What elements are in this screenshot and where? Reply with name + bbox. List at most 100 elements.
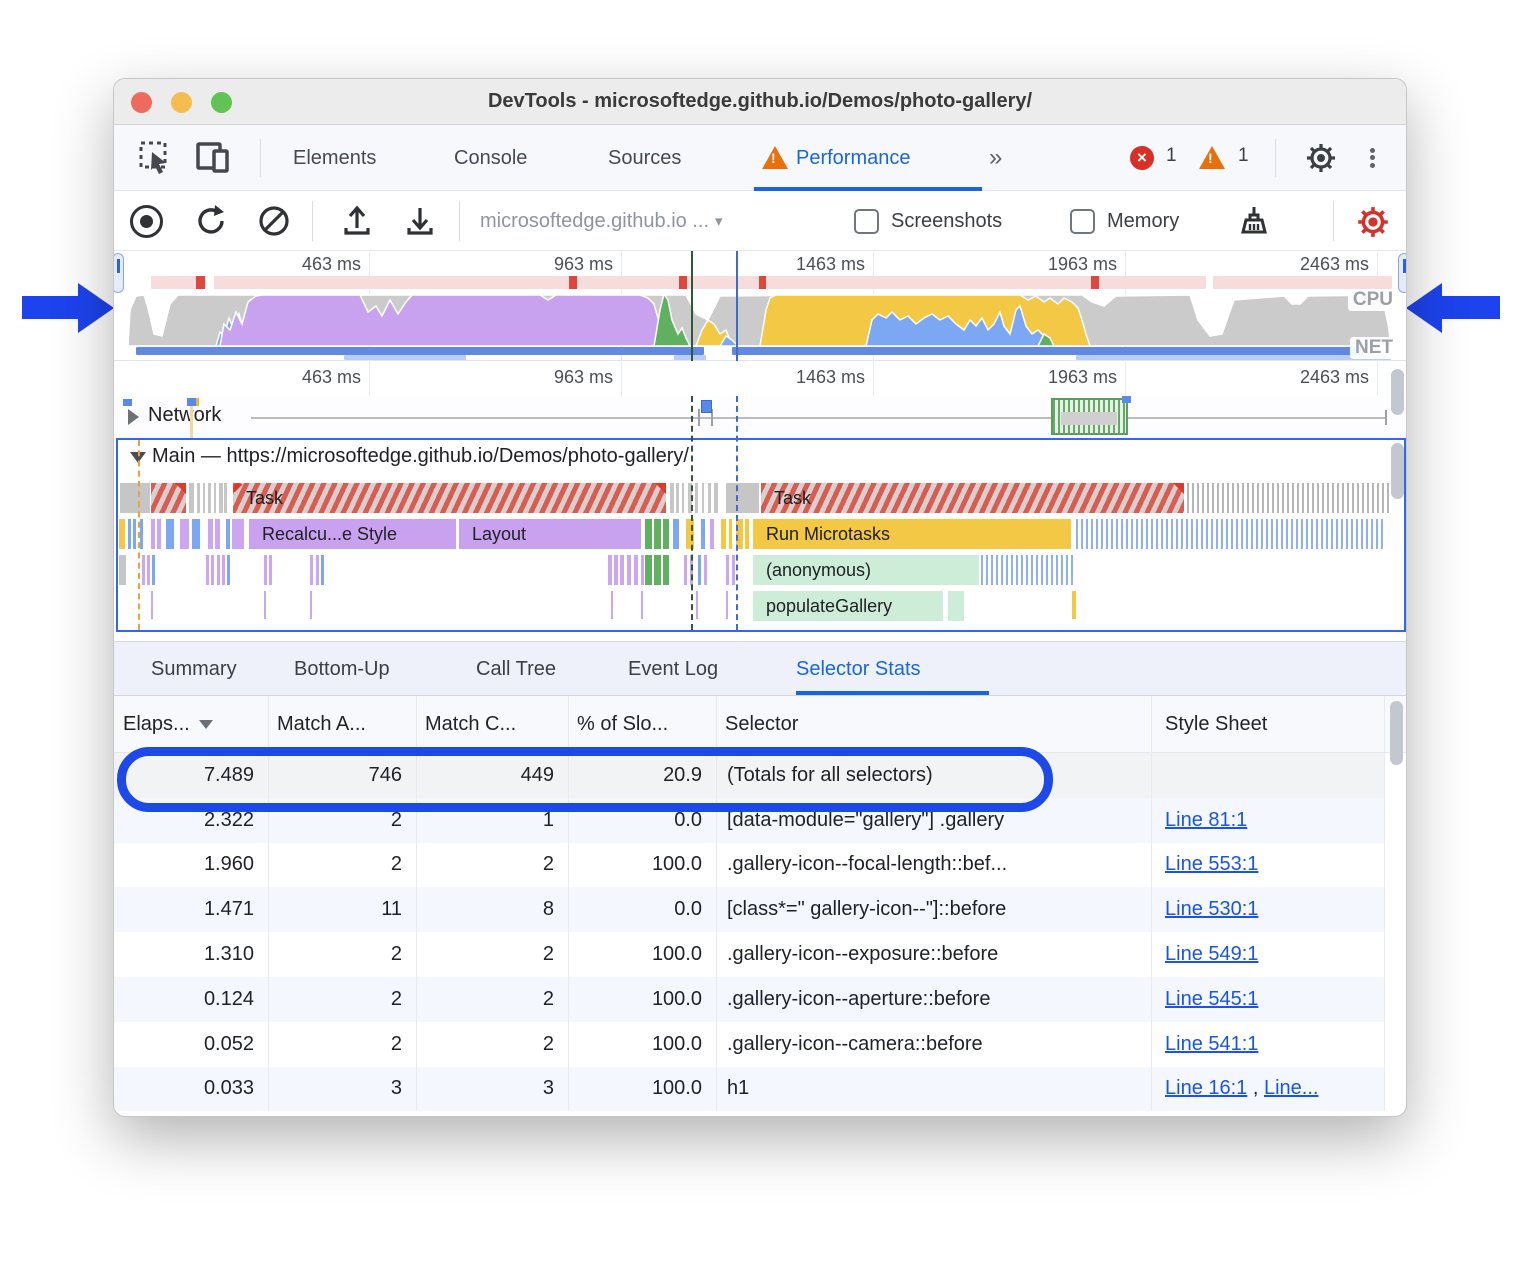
selector-cell: [data-module="gallery"] .gallery [727,808,1005,831]
maximize-button[interactable] [211,92,232,113]
col-slow-pct[interactable]: % of Slo... [577,712,669,735]
table-row[interactable]: 0.033 3 3 100.0 h1 Line 16:1 , Line... [114,1066,1384,1112]
long-task-red-segment [1091,276,1099,289]
flame-tick [670,483,674,513]
timeline-overview[interactable]: 463 ms 963 ms 1463 ms 1963 ms 2463 ms [114,251,1406,361]
overview-left-handle[interactable] [114,253,124,293]
tab-performance[interactable]: Performance [796,146,911,169]
style-sheet-link[interactable]: Line... [1263,1077,1319,1100]
col-elapsed[interactable]: Elaps... [114,713,268,736]
flame-tick [721,519,726,549]
record-button[interactable] [130,191,163,251]
warning-icon[interactable] [1199,146,1225,169]
flame-tick [688,483,692,513]
toolbar-divider-2 [459,201,460,241]
table-row[interactable]: 1.471 11 8 0.0 [class*=" gallery-icon--"]::b… [114,887,1384,933]
flame-tick [745,519,749,549]
overview-marker-green [691,251,693,361]
tab-console[interactable]: Console [454,146,528,169]
selector-stats-header: Elaps... Match A... Match C... % of Slo.… [114,696,1406,753]
table-row[interactable]: 0.124 2 2 100.0 .gallery-icon--aperture::bef… [114,977,1384,1022]
main-track-content: Main — https://microsoftedge.github.io/D… [118,440,1404,630]
selector-cell: .gallery-icon--focal-length::bef... [727,853,1008,876]
flame-tick [142,555,145,585]
cpu-activity-chart [120,290,1400,347]
device-toolbar-icon[interactable] [196,142,232,174]
screenshots-checkbox[interactable]: Screenshots [854,191,1002,251]
settings-gear-icon[interactable] [1304,141,1338,175]
flame-task-small[interactable] [151,483,186,513]
col-selector[interactable]: Selector [725,712,799,735]
style-sheet-link[interactable]: Line 545:1 [1165,987,1259,1010]
net-activity-bar [136,347,704,355]
network-request-block[interactable] [1051,398,1128,435]
close-button[interactable] [131,92,152,113]
tab-call-tree[interactable]: Call Tree [476,658,557,680]
col-style-sheet[interactable]: Style Sheet [1165,712,1268,735]
col-match-attempts[interactable]: Match A... [277,712,366,735]
toolbar-divider-3 [1333,201,1334,241]
flame-task[interactable]: Task [761,483,1184,513]
capture-settings-gear-icon[interactable] [1355,204,1391,240]
more-tabs-chevron[interactable]: » [989,144,1002,171]
tracks-scrollbar-thumb[interactable] [1391,369,1404,415]
menu-dots-icon[interactable] [1370,145,1375,170]
flame-tick [152,555,155,585]
table-row[interactable]: 7.489 746 449 20.9 (Totals for all selectors… [114,753,1384,798]
flame-task[interactable]: Task [233,483,666,513]
style-sheet-link[interactable]: Line 530:1 [1165,898,1259,921]
overview-right-handle[interactable] [1398,253,1406,293]
flame-recalculate-style[interactable]: Recalcu...e Style [248,519,456,549]
flame-layout[interactable]: Layout [458,519,641,549]
flame-populate-gallery[interactable]: populateGallery [753,591,945,621]
table-row[interactable]: 1.960 2 2 100.0 .gallery-icon--focal-length:… [114,842,1384,888]
network-track[interactable]: Network [114,396,1406,439]
save-profile-icon[interactable] [403,191,437,251]
tabbar-divider-2 [1275,139,1276,177]
reload-and-record-icon[interactable] [193,191,229,251]
flame-tick [714,483,718,513]
tab-summary[interactable]: Summary [151,658,237,680]
flame-anonymous[interactable]: (anonymous) [753,555,981,585]
garbage-collect-icon[interactable] [1236,191,1272,251]
flame-tick [180,519,189,549]
selector-cell: h1 [727,1077,750,1100]
tab-sources[interactable]: Sources [608,146,682,169]
load-profile-icon[interactable] [340,191,374,251]
flame-tick [310,591,312,619]
flame-tick [119,519,125,549]
tab-bottom-up[interactable]: Bottom-Up [294,658,390,680]
history-select[interactable]: microsoftedge.github.io ... ▾ [480,209,723,232]
col-match-count[interactable]: Match C... [425,712,517,735]
table-row[interactable]: 1.310 2 2 100.0 .gallery-icon--exposure::bef… [114,932,1384,977]
warning-count[interactable]: 1 [1238,145,1249,166]
flame-tick [1072,591,1076,619]
table-row[interactable]: 0.052 2 2 100.0 .gallery-icon--camera::befor… [114,1021,1384,1067]
inspect-icon[interactable] [139,141,173,175]
style-sheet-link[interactable]: Line 553:1 [1165,853,1259,876]
style-sheet-link[interactable]: Line 81:1 [1165,808,1248,831]
network-expand-icon[interactable] [128,409,139,425]
flame-tick [627,555,631,585]
tab-event-log[interactable]: Event Log [628,658,719,680]
minimize-button[interactable] [171,92,192,113]
tab-elements[interactable]: Elements [293,146,377,169]
error-icon[interactable]: × [1130,146,1154,170]
screenshots-label: Screenshots [891,209,1003,232]
selector-cell: [class*=" gallery-icon--"]::before [727,898,1007,921]
error-count[interactable]: 1 [1166,145,1177,166]
style-sheet-link[interactable]: Line 541:1 [1165,1032,1259,1055]
clear-recording-icon[interactable] [257,191,291,251]
flame-run-microtasks[interactable]: Run Microtasks [753,519,1071,549]
tab-selector-stats[interactable]: Selector Stats [796,658,921,680]
style-sheet-link[interactable]: Line 549:1 [1165,943,1259,966]
network-request-marker[interactable] [701,400,712,413]
flame-tick [684,555,687,585]
detail-ruler-label: 963 ms [553,367,613,387]
main-scrollbar-thumb[interactable] [1391,443,1404,499]
style-sheet-link[interactable]: Line 16:1 [1165,1077,1248,1100]
marker-blue-dashed [736,396,738,630]
memory-checkbox[interactable]: Memory [1070,191,1179,251]
table-scrollbar-thumb[interactable] [1390,701,1403,765]
net-label: NET [1350,337,1398,359]
